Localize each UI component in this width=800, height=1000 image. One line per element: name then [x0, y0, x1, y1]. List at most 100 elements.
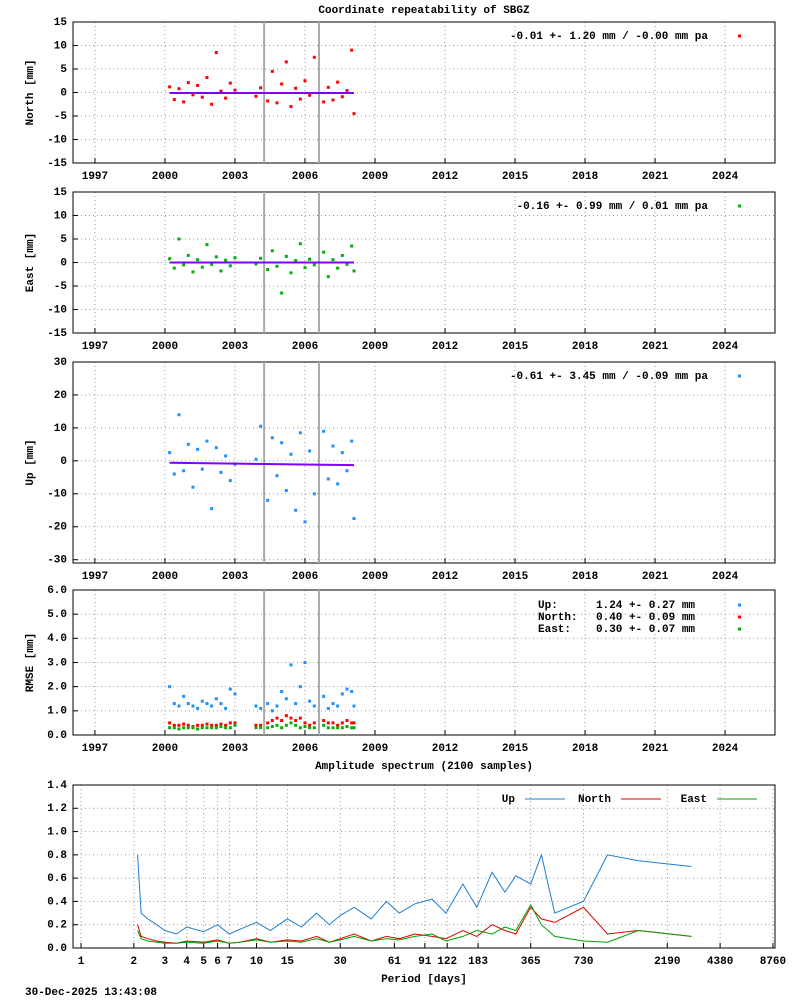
- x-tick-label: 2006: [292, 743, 318, 755]
- data-point: [326, 275, 330, 279]
- legend-swatch: [738, 374, 741, 378]
- data-point: [228, 721, 232, 725]
- legend-label: North:: [538, 612, 578, 624]
- data-point: [322, 250, 326, 254]
- x-tick-label: 2015: [502, 171, 529, 183]
- y-tick-label: 1.0: [47, 706, 67, 718]
- data-point: [284, 254, 288, 258]
- x-tick-label: 2024: [712, 743, 739, 755]
- x-tick-label: 2015: [502, 341, 529, 353]
- data-point: [298, 97, 302, 101]
- data-point: [196, 447, 200, 451]
- data-point: [294, 508, 298, 512]
- data-point: [254, 262, 258, 266]
- data-point: [280, 726, 284, 730]
- y-tick-label: 0: [60, 87, 67, 99]
- data-point: [326, 85, 330, 89]
- data-point: [177, 723, 181, 727]
- data-point: [308, 93, 312, 97]
- x-tick-label: 2018: [572, 341, 599, 353]
- data-point: [284, 723, 288, 727]
- data-point: [336, 266, 340, 270]
- y-tick-label: 0: [60, 456, 67, 468]
- y-tick-label: -5: [54, 111, 68, 123]
- x-tick-label: 2012: [432, 171, 458, 183]
- data-point: [200, 699, 204, 703]
- y-tick-label: 0.6: [47, 873, 67, 885]
- data-point: [308, 726, 312, 730]
- data-point: [266, 268, 270, 272]
- x-tick-label: 2000: [152, 341, 178, 353]
- x-tick-label: 2024: [712, 171, 739, 183]
- data-point: [322, 719, 326, 722]
- x-tick-label: 10: [250, 956, 263, 968]
- data-point: [182, 726, 186, 730]
- y-tick-label: 4.0: [47, 633, 67, 645]
- data-point: [336, 80, 340, 84]
- y-tick-label: 10: [54, 40, 67, 52]
- data-point: [298, 685, 302, 689]
- x-tick-label: 365: [521, 956, 541, 968]
- data-point: [182, 722, 186, 726]
- data-point: [168, 85, 172, 89]
- data-point: [191, 726, 195, 730]
- data-point: [205, 75, 209, 79]
- data-point: [214, 255, 218, 259]
- data-point: [270, 719, 274, 722]
- spectrum-line: [137, 906, 692, 944]
- data-point: [266, 726, 270, 730]
- data-point: [182, 469, 186, 473]
- data-point: [275, 723, 279, 727]
- data-point: [289, 716, 293, 720]
- x-tick-label: 2003: [222, 743, 249, 755]
- x-tick-label: 91: [418, 956, 432, 968]
- x-tick-label: 2000: [152, 571, 178, 583]
- data-point: [275, 264, 279, 268]
- data-point: [196, 723, 200, 727]
- x-tick-label: 2015: [502, 571, 529, 583]
- x-tick-label: 122: [437, 956, 457, 968]
- data-point: [172, 472, 176, 476]
- data-point: [275, 101, 279, 105]
- data-point: [352, 704, 356, 708]
- x-tick-label: 1997: [82, 171, 108, 183]
- y-tick-label: 0.2: [47, 920, 67, 932]
- x-tick-label: 6: [214, 956, 221, 968]
- chart-title: Amplitude spectrum (2100 samples): [315, 761, 533, 773]
- data-point: [259, 424, 263, 428]
- spectrum-line: [137, 853, 692, 935]
- data-point: [177, 413, 181, 417]
- x-tick-label: 2012: [432, 571, 458, 583]
- data-point: [200, 265, 204, 269]
- data-point: [303, 266, 307, 270]
- x-tick-label: 5: [200, 956, 207, 968]
- data-point: [345, 262, 349, 266]
- data-point: [350, 48, 354, 52]
- data-point: [336, 704, 340, 708]
- x-tick-label: 2006: [292, 571, 318, 583]
- data-point: [172, 726, 176, 730]
- data-point: [308, 723, 312, 727]
- data-point: [254, 726, 258, 730]
- x-tick-label: 2018: [572, 571, 599, 583]
- x-tick-label: 2003: [222, 171, 249, 183]
- legend-label: East:: [538, 624, 571, 636]
- data-point: [191, 270, 195, 274]
- data-point: [352, 721, 356, 725]
- x-tick-label: 2024: [712, 571, 739, 583]
- data-point: [350, 439, 354, 443]
- y-tick-label: 5: [60, 234, 67, 246]
- data-point: [259, 86, 263, 90]
- data-point: [219, 470, 223, 474]
- data-point: [340, 451, 344, 455]
- data-point: [326, 706, 330, 710]
- legend-swatch: [738, 34, 741, 38]
- y-tick-label: 2.0: [47, 682, 67, 694]
- data-point: [308, 257, 312, 261]
- data-point: [186, 253, 190, 257]
- data-point: [186, 442, 190, 446]
- data-point: [345, 469, 349, 473]
- data-point: [210, 507, 214, 511]
- data-point: [294, 723, 298, 727]
- chart-title: Coordinate repeatability of SBGZ: [318, 5, 530, 17]
